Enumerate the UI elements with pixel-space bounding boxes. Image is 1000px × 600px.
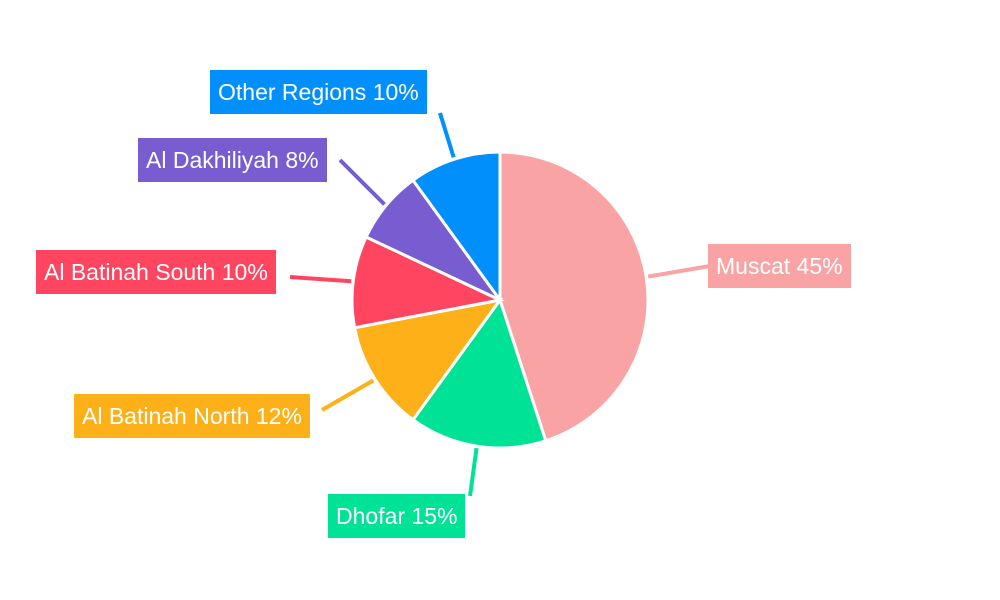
leader-line-al-batinah-south bbox=[289, 275, 352, 284]
leader-lines bbox=[289, 112, 711, 497]
label-al-batinah-north: Al Batinah North 12% bbox=[74, 394, 310, 438]
slice-muscat[interactable] bbox=[498, 150, 650, 443]
pie-slices bbox=[350, 150, 650, 450]
slice-other-regions[interactable] bbox=[410, 150, 502, 305]
label-muscat: Muscat 45% bbox=[708, 244, 851, 288]
label-al-dakhiliyah: Al Dakhiliyah 8% bbox=[138, 138, 327, 182]
leader-line-al-dakhiliyah bbox=[338, 158, 386, 206]
leader-line-other-regions bbox=[438, 112, 456, 158]
label-dhofar: Dhofar 15% bbox=[328, 494, 466, 538]
slice-al-batinah-north[interactable] bbox=[352, 297, 504, 422]
label-other-regions: Other Regions 10% bbox=[210, 70, 427, 114]
leader-line-muscat bbox=[647, 264, 711, 279]
slice-dhofar[interactable] bbox=[410, 296, 548, 450]
leader-line-al-batinah-north bbox=[321, 378, 375, 412]
leader-line-dhofar bbox=[468, 447, 479, 497]
slice-al-batinah-south[interactable] bbox=[350, 234, 505, 330]
label-al-batinah-south: Al Batinah South 10% bbox=[36, 250, 276, 294]
